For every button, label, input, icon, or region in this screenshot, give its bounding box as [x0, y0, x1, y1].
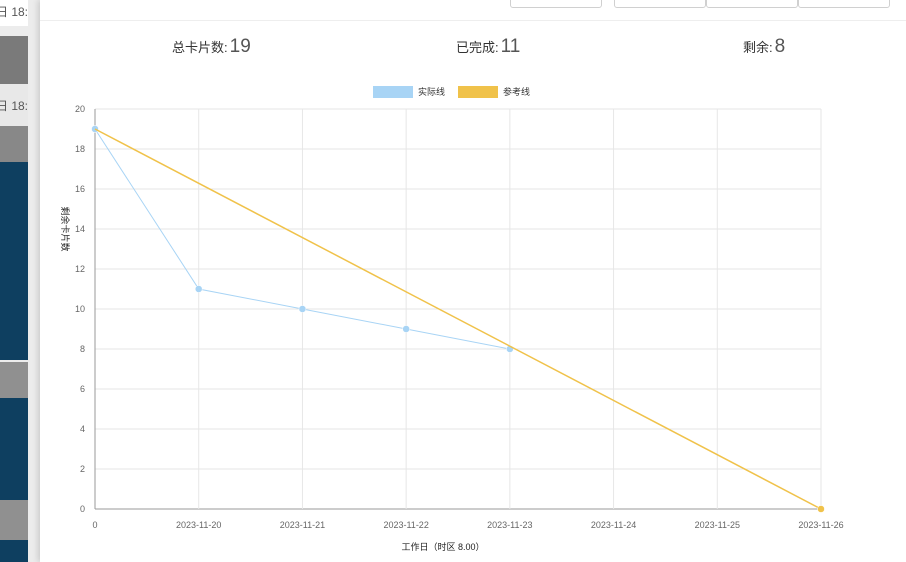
y-tick-label: 10: [75, 304, 85, 314]
x-tick-label: 2023-11-26: [798, 520, 843, 530]
legend-swatch: [373, 86, 413, 98]
bg-block: [0, 36, 28, 84]
bg-block: [0, 362, 28, 398]
bg-block: [0, 540, 28, 562]
y-tick-label: 8: [80, 344, 85, 354]
y-tick-label: 18: [75, 144, 85, 154]
chart-axes: 0 2 4 6 8 10 12 14 16 18 20 0 2023-11-20 2023-11-21 20…: [75, 104, 844, 530]
series-line-reference: [94, 128, 822, 510]
data-point: [298, 305, 307, 313]
y-tick-label: 12: [75, 264, 85, 274]
toolbar-button[interactable]: [798, 0, 890, 8]
bg-block: [0, 162, 28, 360]
bg-block: [0, 398, 28, 500]
header-divider: [40, 20, 906, 21]
bg-block: [0, 126, 28, 162]
stat-total-label: 总卡片数:: [172, 40, 228, 55]
toolbar-button[interactable]: [614, 0, 706, 8]
x-tick-label: 2023-11-22: [383, 520, 428, 530]
bg-block: [0, 500, 28, 540]
bg-time-label: 日 18:: [0, 99, 29, 113]
x-tick-label: 2023-11-25: [695, 520, 740, 530]
x-axis-title: 工作日（时区 8.00）: [401, 541, 484, 552]
y-tick-label: 6: [80, 384, 85, 394]
y-tick-label: 0: [80, 504, 85, 514]
bg-time-label: 日 18:: [0, 5, 29, 19]
legend-label: 实际线: [418, 86, 445, 97]
stat-total: 总卡片数: 19: [172, 36, 251, 58]
y-tick-label: 20: [75, 104, 85, 114]
x-tick-label: 2023-11-20: [176, 520, 221, 530]
toolbar-button[interactable]: [706, 0, 798, 8]
bg-block: [0, 84, 28, 126]
y-tick-label: 4: [80, 424, 85, 434]
data-point: [817, 505, 825, 513]
chart-grid: [94, 108, 822, 510]
x-tick-label: 2023-11-24: [591, 520, 636, 530]
legend-label: 参考线: [503, 86, 530, 97]
y-tick-label: 14: [75, 224, 85, 234]
stat-done-label: 已完成:: [456, 40, 499, 55]
y-tick-label: 16: [75, 184, 85, 194]
data-point: [402, 325, 410, 333]
toolbar-button[interactable]: [510, 0, 602, 8]
y-tick-label: 2: [80, 464, 85, 474]
chart-series: [91, 125, 825, 513]
chart-legend: 实际线 参考线: [373, 86, 530, 98]
background-left-panel: 日 18: 日 18:: [0, 0, 40, 562]
x-tick-label: 2023-11-21: [280, 520, 325, 530]
x-tick-label: 0: [92, 520, 97, 530]
stat-total-value: 19: [229, 36, 251, 57]
y-axis-title: 剩余卡片数: [60, 206, 71, 251]
stat-done: 已完成: 11: [456, 36, 520, 58]
stat-remaining-value: 8: [774, 36, 786, 57]
stat-remaining-label: 剩余:: [743, 40, 773, 55]
data-point: [194, 285, 203, 293]
stat-done-value: 11: [500, 36, 521, 57]
legend-swatch: [458, 86, 498, 98]
x-tick-label: 2023-11-23: [487, 520, 532, 530]
stat-remaining: 剩余: 8: [743, 36, 785, 58]
bg-block: [0, 0, 28, 26]
